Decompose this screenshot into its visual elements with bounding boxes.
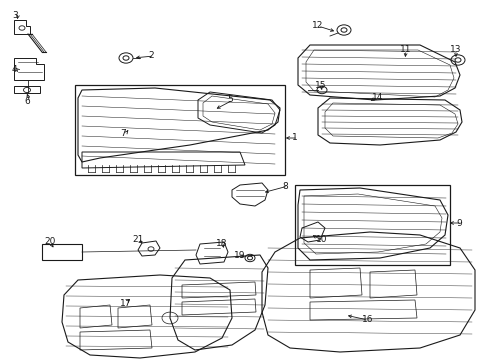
Text: 1: 1 <box>291 134 297 143</box>
Text: 12: 12 <box>311 22 323 31</box>
Bar <box>42 244 82 260</box>
Text: 4: 4 <box>12 66 18 75</box>
Text: 8: 8 <box>282 181 287 190</box>
Text: 3: 3 <box>12 10 18 19</box>
Text: 2: 2 <box>148 51 153 60</box>
Text: 15: 15 <box>314 81 326 90</box>
Text: 14: 14 <box>371 93 383 102</box>
Text: 19: 19 <box>234 252 245 261</box>
Text: 16: 16 <box>361 315 373 324</box>
Text: 6: 6 <box>24 98 30 107</box>
Text: 9: 9 <box>455 219 461 228</box>
Text: 17: 17 <box>120 298 131 307</box>
Bar <box>294 185 449 265</box>
Text: 21: 21 <box>132 235 143 244</box>
Text: 7: 7 <box>120 129 125 138</box>
Text: 18: 18 <box>216 239 227 248</box>
Text: 11: 11 <box>399 45 411 54</box>
Text: 10: 10 <box>315 235 327 244</box>
Bar <box>75 85 285 175</box>
Text: 13: 13 <box>449 45 461 54</box>
Text: 5: 5 <box>226 95 232 104</box>
Text: 20: 20 <box>44 238 55 247</box>
